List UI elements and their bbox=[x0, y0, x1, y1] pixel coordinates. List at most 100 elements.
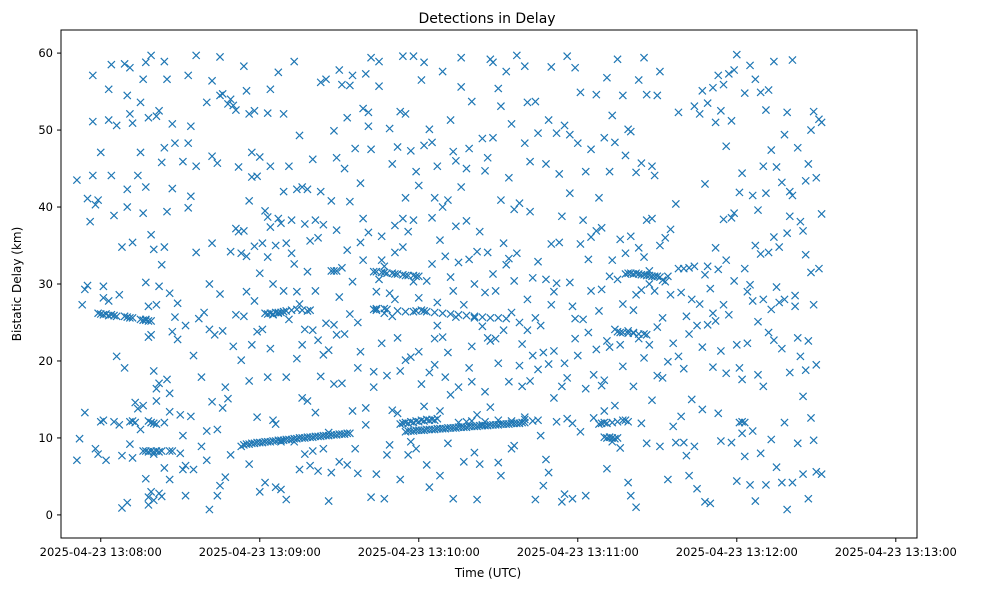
detection-point bbox=[155, 379, 164, 388]
detection-point bbox=[753, 206, 763, 215]
detection-point bbox=[682, 451, 691, 460]
detection-point bbox=[125, 109, 134, 118]
detection-point bbox=[253, 413, 262, 422]
detection-point bbox=[152, 300, 161, 309]
detection-point bbox=[311, 408, 320, 417]
detection-point bbox=[271, 483, 280, 492]
track-detection-point bbox=[624, 417, 633, 426]
detection-point bbox=[653, 371, 662, 380]
track-detection-point bbox=[655, 273, 664, 282]
detection-point bbox=[722, 142, 731, 151]
detection-point bbox=[708, 363, 717, 372]
detection-point bbox=[579, 216, 588, 225]
detection-point bbox=[441, 252, 450, 261]
detection-point bbox=[626, 127, 635, 136]
detection-point bbox=[314, 336, 323, 345]
detection-point bbox=[584, 328, 593, 337]
detection-point bbox=[147, 51, 156, 60]
detection-point bbox=[208, 239, 217, 248]
track-detection-point bbox=[401, 271, 410, 280]
detection-point bbox=[581, 491, 590, 500]
detection-point bbox=[608, 256, 617, 265]
detection-point bbox=[189, 465, 198, 474]
track-detection-point bbox=[168, 446, 177, 456]
detection-point bbox=[263, 253, 272, 262]
detection-point bbox=[785, 187, 794, 196]
detection-point bbox=[83, 194, 92, 203]
detection-point bbox=[647, 396, 657, 405]
detection-point bbox=[202, 456, 211, 465]
detection-point bbox=[618, 362, 627, 371]
detection-point bbox=[732, 50, 741, 59]
track-detection-point bbox=[329, 266, 338, 275]
detection-point bbox=[714, 409, 723, 418]
detection-point bbox=[632, 503, 641, 512]
detection-point bbox=[165, 475, 174, 484]
detection-point bbox=[99, 416, 108, 425]
detection-point bbox=[446, 273, 455, 282]
detection-point bbox=[788, 55, 797, 65]
detection-point bbox=[287, 249, 296, 258]
detection-point bbox=[75, 434, 84, 443]
detection-point bbox=[290, 259, 299, 269]
detection-point bbox=[266, 344, 275, 353]
detection-point bbox=[539, 348, 548, 357]
detection-point bbox=[343, 246, 352, 255]
detection-point bbox=[88, 171, 97, 180]
detection-point bbox=[284, 315, 293, 324]
detection-point bbox=[793, 143, 802, 152]
detection-point bbox=[139, 209, 148, 218]
detection-point bbox=[160, 463, 169, 472]
detection-point bbox=[541, 159, 551, 168]
detection-point bbox=[618, 299, 627, 309]
detection-point bbox=[761, 480, 770, 489]
detection-point bbox=[99, 293, 108, 302]
detection-point bbox=[791, 291, 800, 300]
detection-point bbox=[162, 375, 172, 384]
detection-point bbox=[740, 264, 749, 273]
x-tick-label: 2025-04-23 13:11:00 bbox=[517, 545, 639, 559]
detection-point bbox=[730, 65, 739, 75]
track-detection-point bbox=[494, 313, 503, 322]
y-tick-label: 60 bbox=[38, 46, 53, 60]
detection-point bbox=[536, 321, 545, 330]
detection-point bbox=[176, 449, 185, 458]
detection-point bbox=[512, 51, 521, 60]
detection-point bbox=[372, 470, 381, 479]
detection-point bbox=[316, 372, 325, 381]
detection-point bbox=[430, 193, 439, 202]
detection-point bbox=[361, 420, 370, 429]
detection-point bbox=[584, 255, 593, 264]
detection-point bbox=[814, 264, 823, 273]
detection-point bbox=[809, 300, 818, 309]
detection-point bbox=[162, 75, 172, 84]
detection-point bbox=[420, 58, 429, 67]
track-detection-point bbox=[160, 418, 169, 427]
detection-point bbox=[679, 364, 688, 373]
track-detection-point bbox=[417, 306, 426, 315]
detection-point bbox=[642, 216, 651, 225]
detection-point bbox=[518, 382, 527, 391]
detection-point bbox=[141, 474, 150, 483]
detection-point bbox=[298, 182, 307, 192]
detection-point bbox=[592, 345, 601, 354]
detection-point bbox=[165, 389, 174, 398]
detection-point bbox=[777, 178, 786, 187]
detection-point bbox=[722, 256, 731, 265]
detection-point bbox=[539, 481, 548, 490]
detection-point bbox=[335, 293, 344, 302]
detection-point bbox=[647, 162, 657, 171]
track-detection-point bbox=[618, 416, 627, 425]
detection-point bbox=[261, 206, 270, 215]
x-tick-label: 2025-04-23 13:08:00 bbox=[40, 545, 162, 559]
detection-point bbox=[753, 317, 763, 326]
detection-point bbox=[115, 290, 124, 299]
detection-point bbox=[443, 196, 452, 205]
detection-point bbox=[141, 278, 150, 287]
detection-point bbox=[404, 227, 413, 236]
detection-point bbox=[115, 420, 124, 429]
detection-point bbox=[467, 342, 476, 351]
detection-point bbox=[730, 276, 739, 285]
detection-point bbox=[698, 343, 707, 352]
detection-point bbox=[568, 419, 577, 428]
